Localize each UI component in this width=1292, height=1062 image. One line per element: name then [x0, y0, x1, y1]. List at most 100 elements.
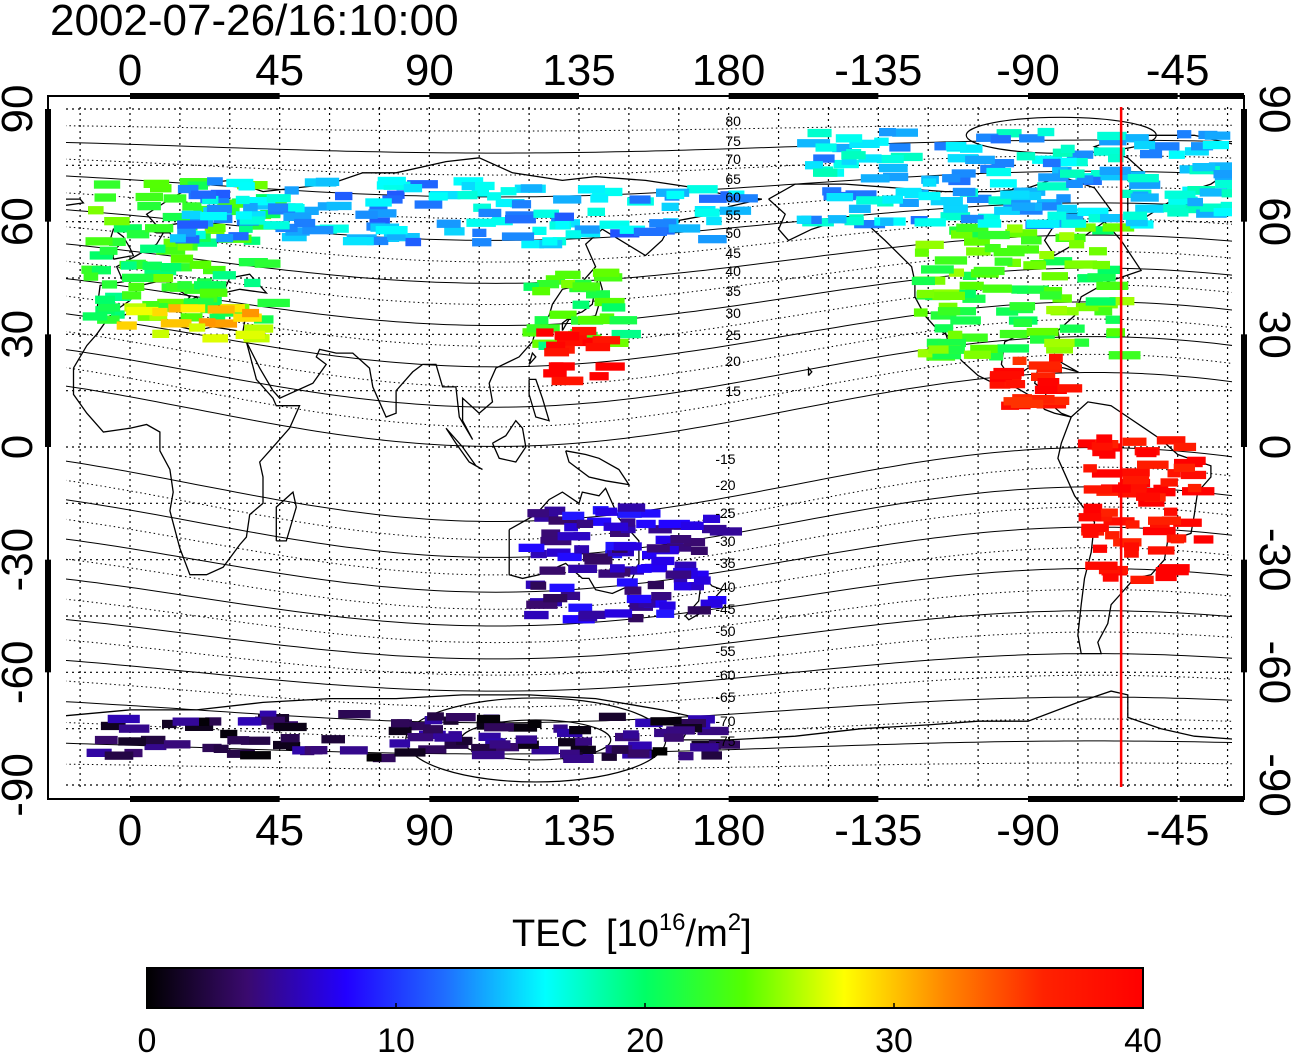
tec-cell	[1000, 190, 1030, 199]
tec-cell	[599, 220, 630, 229]
tec-cell	[1177, 204, 1203, 214]
tec-cell	[1125, 218, 1148, 227]
tec-cell	[576, 519, 594, 528]
tec-cell	[456, 736, 473, 746]
tec-cell	[601, 303, 626, 312]
tec-cell	[1042, 158, 1061, 168]
tec-cell	[590, 194, 609, 203]
tec-cell	[947, 154, 979, 163]
tec-cell	[709, 527, 742, 536]
tec-cell	[797, 139, 831, 148]
tec-cell	[116, 321, 137, 330]
tec-cell	[683, 538, 706, 547]
contour-label: 50	[725, 225, 741, 241]
tec-cell	[951, 230, 973, 239]
tec-cell	[649, 219, 677, 228]
tec-cell	[500, 187, 517, 196]
tec-cell	[977, 219, 1002, 228]
tec-cell	[1124, 549, 1139, 558]
tec-cell	[1173, 463, 1195, 472]
tec-cell	[959, 289, 976, 298]
tec-cell	[471, 743, 497, 753]
tec-cell	[1196, 209, 1227, 218]
tec-cell	[1202, 140, 1229, 150]
bottom-tick-bar	[429, 796, 579, 802]
tec-cell	[1191, 142, 1214, 151]
tec-cell	[549, 583, 575, 592]
tec-cell	[177, 184, 199, 194]
tec-cell	[577, 185, 605, 194]
tec-cell	[88, 206, 104, 215]
tec-cell	[926, 338, 942, 347]
tec-cell	[698, 235, 727, 244]
tec-cell	[1059, 232, 1075, 241]
contour-label: -30	[715, 533, 735, 549]
tec-cell	[1060, 169, 1085, 178]
tec-cell	[1192, 163, 1216, 172]
left-tick-label: 90	[0, 85, 42, 134]
tec-cell	[140, 244, 166, 253]
tec-cell	[501, 232, 535, 241]
tec-cell	[147, 274, 174, 283]
tec-cell	[1174, 458, 1203, 468]
tec-cell	[263, 221, 290, 230]
tec-cell	[539, 566, 566, 575]
tec-cell	[1085, 297, 1116, 306]
tec-cell	[355, 210, 378, 219]
tec-cell	[104, 751, 134, 760]
tec-cell	[620, 524, 636, 534]
tec-cell	[284, 186, 299, 195]
tec-cell	[1023, 261, 1047, 270]
tec-cell	[1153, 484, 1169, 493]
tec-cell	[177, 220, 208, 229]
tec-cell	[1134, 141, 1156, 150]
tec-cell	[620, 518, 636, 527]
tec-cell	[555, 220, 570, 230]
tec-cell	[1009, 302, 1036, 311]
tec-cell	[273, 740, 298, 750]
contour-label: -45	[715, 601, 735, 617]
tec-cell	[637, 564, 652, 573]
tec-cell	[235, 330, 265, 339]
tec-cell	[207, 305, 235, 314]
tec-cell	[930, 197, 963, 206]
tec-cell	[389, 739, 411, 748]
tec-cell	[579, 610, 606, 619]
tec-cell	[592, 336, 621, 345]
tec-cell	[1100, 508, 1118, 517]
mag-contour	[66, 139, 1232, 154]
coastline	[528, 378, 551, 422]
tec-cell	[543, 369, 567, 378]
contour-label: -75	[715, 733, 735, 749]
tec-cell	[1173, 518, 1202, 527]
tec-cell	[326, 201, 352, 211]
right-axis-ticks: 90 60 30 0 -30 -60 -90	[1250, 85, 1292, 817]
tec-cell	[1096, 434, 1113, 443]
tec-cell	[198, 318, 216, 327]
tec-cell	[575, 737, 592, 746]
top-tick-bar	[130, 93, 280, 99]
tec-cell	[1179, 165, 1194, 174]
tec-cell	[1122, 475, 1150, 485]
tec-cell	[700, 599, 723, 608]
tec-cell	[1184, 147, 1209, 156]
tec-cell	[94, 735, 118, 745]
bottom-axis-ticks: 0 45 90 135 180 -135 -90 -45	[118, 806, 1210, 855]
contour-label: 40	[725, 263, 741, 279]
tec-cell	[240, 736, 271, 745]
tec-cell	[587, 517, 612, 526]
tec-cell	[202, 195, 219, 205]
tec-cell	[235, 195, 250, 205]
contour-label: 80	[725, 113, 741, 129]
right-tick-label: 30	[1250, 310, 1292, 359]
left-tick-label: -30	[0, 528, 42, 592]
tec-cell	[212, 271, 236, 280]
contour-label: -15	[715, 451, 735, 467]
tec-cell	[805, 161, 823, 170]
tec-cell	[1043, 287, 1063, 296]
tec-cell	[1092, 260, 1110, 270]
tec-cell	[611, 745, 629, 754]
tec-cell	[1163, 204, 1186, 213]
tec-cell	[387, 190, 405, 199]
tec-cell	[701, 751, 722, 760]
